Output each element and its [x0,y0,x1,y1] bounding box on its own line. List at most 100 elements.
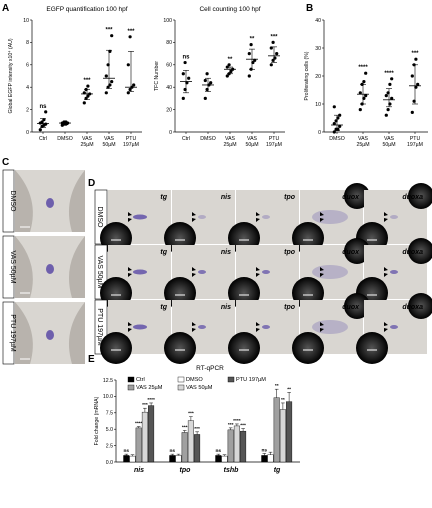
x-tick-label: 197µM [123,142,139,148]
stain [312,320,348,334]
data-point [44,110,48,114]
significance-label: ** [228,57,233,63]
significance-label: **** [135,421,143,427]
data-point [332,122,336,126]
row-label: VAS 50µM [9,250,16,283]
y-tick-label: 10.0 [103,394,113,400]
data-point [384,113,388,117]
significance-label: *** [228,422,234,428]
stain [198,325,206,329]
data-point [384,94,388,98]
data-point [388,82,392,86]
bar [135,427,142,463]
significance-label: ns [182,55,190,61]
data-point [364,71,368,75]
y-tick-label: 12.5 [103,378,113,384]
arrowhead [128,322,132,326]
gene-label: nis [221,194,231,201]
chart-rt-qpcr: RT-qPCR 0.0 2.5 5.0 7.5 10.0 12.5 Fold change (… [94,365,300,474]
arrowhead [320,212,324,216]
data-point [390,77,394,81]
significance-label: *** [270,34,278,40]
legend-label: VAS 50µM [186,385,213,391]
x-tick-label: 25µM [223,142,236,148]
y-axis-label: Fold change (mRNA) [94,396,100,445]
data-point [110,80,114,84]
tissue-shadow [15,302,33,364]
data-point [128,35,132,39]
stain [312,265,348,279]
data-point [410,110,414,114]
gene-label: tg [160,194,167,201]
eye [100,332,132,364]
y-tick-label: 2.5 [106,443,113,449]
thyroid-stain [46,330,54,340]
significance-label: *** [240,423,246,429]
bar [194,434,201,463]
significance-label: ** [250,37,255,43]
legend-swatch [177,384,185,391]
bar [181,432,188,463]
arrowhead [384,218,388,222]
y-tick-label: 80 [166,40,172,46]
row-label: DMSO [9,191,16,213]
data-point [332,130,336,134]
x-tick-label: tshb [224,467,240,474]
stain [133,214,147,220]
data-point [358,108,362,112]
arrowhead [384,273,388,277]
bar [286,401,293,463]
row-label-box [2,235,15,299]
data-point [225,74,229,78]
data-point [362,80,366,84]
x-tick-label: PTU [410,136,421,142]
eye [344,293,370,319]
row-label: DMSO [96,207,103,229]
legend-swatch [227,376,235,383]
arrowhead [256,218,260,222]
significance-label: ns [215,449,221,454]
y-tick-label: 4 [26,85,29,91]
significance-label: ns [261,448,267,453]
chart-title: EGFP quantification 100 hpf [46,6,127,13]
y-tick-label: 20 [166,107,172,113]
data-point [44,122,48,126]
x-tick-label: DMSO [57,136,73,142]
bar [240,430,247,463]
legend-label: Ctrl [136,377,145,383]
panel-d-images: DMSO tg nis tpo duox duoxa VAS 50µM tg nis tpo duo… [94,183,432,364]
row-label: VAS 50µM [96,255,103,288]
eye [408,293,432,319]
stain [390,215,398,219]
arrowhead [128,218,132,222]
significance-label: **** [233,418,241,424]
significance-label: *** [194,426,200,432]
y-tick-label: 30 [315,46,321,52]
arrowhead [192,273,196,277]
x-tick-label: 197µM [407,142,423,148]
gene-label: tpo [284,304,296,311]
arrowhead [256,212,260,216]
data-point [110,34,114,38]
legend-label: VAS 25µM [136,385,163,391]
data-point [104,74,108,78]
y-axis-label: Global EGFP intensity x10⁴ (AU) [8,38,14,113]
arrowhead [320,322,324,326]
y-tick-label: 10 [315,102,321,108]
y-axis-label: Proliferating cells (%) [304,51,310,100]
gene-label: tg [160,249,167,256]
y-tick-label: 0 [26,130,29,136]
significance-label: *** [182,425,188,431]
bar [279,409,286,463]
bar [148,405,155,463]
data-point [275,52,279,56]
gene-label: tpo [284,249,296,256]
significance-label: **** [358,65,368,71]
data-point [203,78,207,83]
tissue-shadow [68,236,85,298]
legend-swatch [127,384,135,391]
x-tick-label: 25µM [80,142,93,148]
x-tick-label: 50µM [245,142,258,148]
thyroid-stain [46,198,54,208]
data-point [247,74,251,78]
